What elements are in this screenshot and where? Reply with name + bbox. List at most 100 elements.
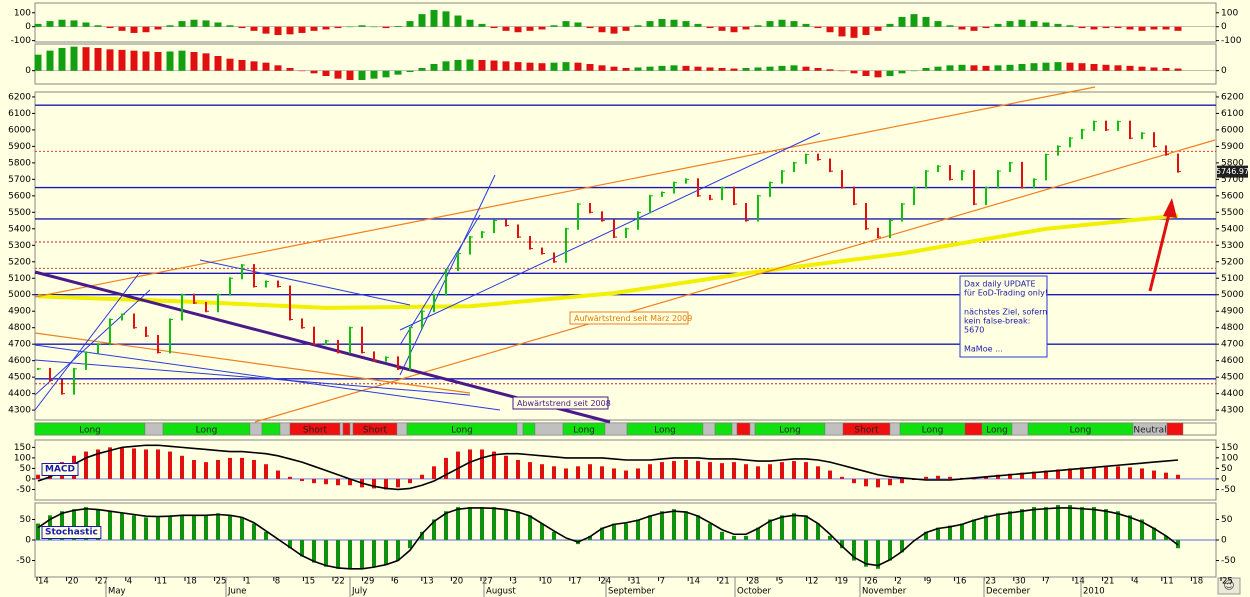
histogram-bar [792, 513, 796, 540]
histogram-bar [586, 26, 594, 29]
histogram-bar [840, 476, 844, 479]
histogram-bar [34, 23, 42, 27]
histogram-bar [684, 511, 688, 540]
histogram-bar [1068, 468, 1072, 479]
histogram-bar [516, 460, 520, 479]
x-tick-label: 26 [867, 577, 878, 587]
histogram-bar [108, 447, 112, 479]
histogram-bar [492, 451, 496, 479]
month-label: August [486, 587, 516, 597]
histogram-bar [946, 25, 954, 27]
histogram-bar [1162, 26, 1170, 30]
histogram-bar [1102, 26, 1110, 29]
trendline [34, 289, 151, 396]
histogram-bar [900, 540, 904, 553]
histogram-bar [156, 449, 160, 479]
histogram-bar [46, 50, 54, 71]
y-tick-label: -100 [1221, 36, 1242, 46]
histogram-bar [178, 50, 186, 71]
histogram-bar [372, 540, 376, 567]
y-tick-label: 6000 [1221, 125, 1244, 135]
histogram-bar [1030, 21, 1038, 27]
histogram-bar [514, 62, 522, 71]
histogram-bar [1150, 26, 1158, 30]
histogram-bar [370, 70, 378, 79]
histogram-bar [420, 531, 424, 540]
histogram-bar [756, 466, 760, 479]
histogram-bar [346, 70, 354, 80]
histogram-bar [814, 26, 822, 29]
signal-segment [702, 422, 716, 436]
x-tick-label: 14 [38, 577, 49, 587]
histogram-bar [1032, 507, 1036, 540]
histogram-bar [972, 478, 976, 480]
x-tick-label: 2 [896, 577, 901, 587]
y-tick-label: 4500 [8, 373, 31, 383]
histogram-bar [648, 515, 652, 540]
annotation-box [512, 396, 609, 410]
histogram-bar [1140, 468, 1144, 479]
histogram-bar [166, 25, 174, 27]
smiley-button[interactable] [1217, 577, 1241, 595]
histogram-bar [226, 25, 234, 27]
signal-segment [339, 422, 344, 436]
y-tick-label: 4900 [1221, 307, 1244, 317]
y-tick-label: -50 [1221, 485, 1236, 495]
signal-label: Neutral [1133, 426, 1166, 436]
y-tick-label: 5500 [8, 208, 31, 218]
x-tick-label: 25 [1222, 577, 1233, 587]
panels [34, 2, 1217, 578]
signal-segment [714, 422, 733, 436]
histogram-bar [34, 54, 42, 71]
histogram-bar [418, 14, 426, 27]
histogram-bar [612, 523, 616, 540]
x-tick-label: 5 [778, 577, 783, 587]
histogram-bar [394, 25, 402, 27]
histogram-bar [1044, 470, 1048, 479]
y-tick-label: 4400 [1221, 389, 1244, 399]
x-tick-label: 14 [689, 577, 700, 587]
y-tick-label: 5500 [1221, 208, 1244, 218]
panel-label: Stochastic [45, 528, 98, 538]
histogram-bar [888, 478, 892, 486]
month-label: December [986, 587, 1031, 597]
x-tick-label: 7 [660, 577, 665, 587]
histogram-bar [262, 26, 270, 34]
histogram-bar [190, 19, 198, 27]
histogram-bar [1138, 26, 1146, 31]
y-tick-label: -100 [11, 36, 32, 46]
x-tick-label: 10 [541, 577, 552, 587]
histogram-bar [480, 507, 484, 540]
histogram-bar [804, 515, 808, 540]
y-tick-label: 50 [20, 464, 32, 474]
histogram-bar [1090, 64, 1098, 71]
histogram-bar [874, 26, 882, 31]
histogram-bar [874, 70, 882, 78]
histogram-bar [1066, 62, 1074, 71]
histogram-bar [72, 509, 76, 540]
histogram-bar [396, 478, 400, 488]
histogram-bar [574, 62, 582, 71]
histogram-bar [706, 26, 714, 29]
histogram-bar [852, 540, 856, 561]
histogram-bar [358, 25, 366, 27]
y-tick-label: 150 [14, 443, 31, 453]
histogram-bar [466, 19, 474, 27]
histogram-bar [1138, 66, 1146, 71]
histogram-bar [586, 64, 594, 71]
histogram-bar [300, 478, 304, 482]
x-tick-label: 23 [985, 577, 996, 587]
x-tick-label: 18 [186, 577, 197, 587]
histogram-bar [922, 16, 930, 27]
histogram-bar [382, 26, 390, 29]
histogram-bar [622, 26, 630, 31]
histogram-bar [1078, 26, 1086, 29]
histogram-bar [1090, 26, 1098, 30]
histogram-bar [562, 21, 570, 27]
histogram-bar [538, 26, 546, 30]
signal-label: Long [986, 426, 1008, 436]
x-tick-label: 3 [512, 577, 517, 587]
signal-segment [522, 422, 536, 436]
histogram-bar [526, 26, 534, 31]
histogram-bar [768, 519, 772, 540]
